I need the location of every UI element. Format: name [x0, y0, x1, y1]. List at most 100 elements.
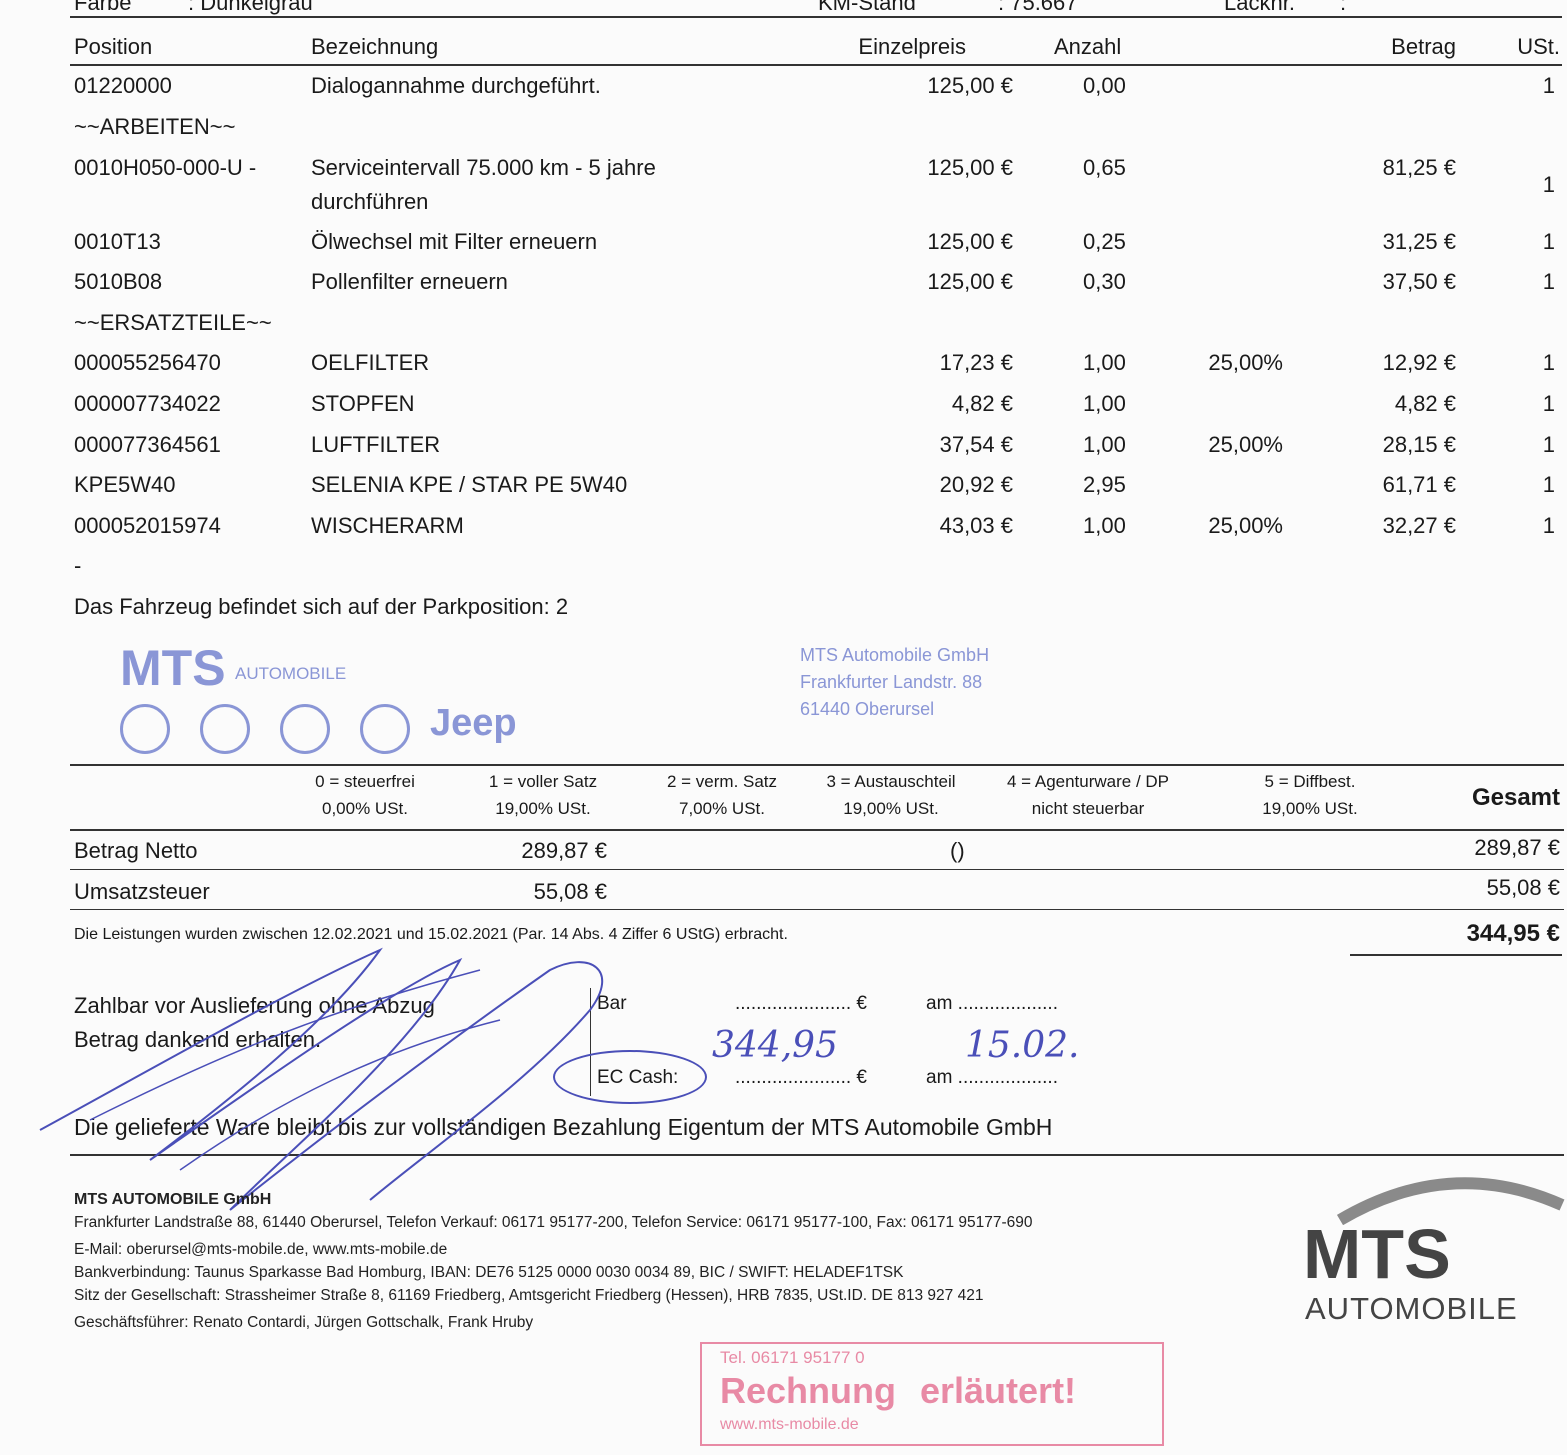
- stamp-red-1: Rechnung: [720, 1370, 896, 1411]
- row-quantity: 0,00: [1083, 73, 1126, 98]
- stamp-tel: Tel. 06171 95177 0: [720, 1348, 865, 1367]
- footer-company: MTS AUTOMOBILE GmbH: [74, 1191, 272, 1208]
- logo-arc-icon: [1336, 1177, 1565, 1225]
- cash-amount-field: ...................... €: [735, 993, 867, 1014]
- header-position: Position: [74, 34, 153, 59]
- divider: [590, 988, 591, 1096]
- header-vat: USt.: [1517, 34, 1560, 59]
- cash-date-field: am ...................: [926, 993, 1058, 1014]
- brand-emblem-icon: [360, 704, 410, 754]
- row-position: 000052015974: [74, 513, 221, 538]
- footer-bank: Bankverbindung: Taunus Sparkasse Bad Hom…: [74, 1264, 904, 1281]
- vat-total: 55,08 €: [1486, 875, 1560, 900]
- row-discount: 25,00%: [1208, 432, 1283, 457]
- handwritten-date: 15.02.: [965, 1025, 1080, 1066]
- row-unit-price: 43,03 €: [939, 513, 1013, 538]
- ec-cash-date-field: am ...................: [926, 1067, 1058, 1088]
- stamp-red-2: erläutert!: [920, 1370, 1077, 1411]
- row-unit-price: 17,23 €: [939, 350, 1013, 375]
- ec-cash-amount-field: ...................... €: [735, 1067, 867, 1088]
- row-description-continued: durchführen: [311, 189, 429, 214]
- row-description: LUFTFILTER: [311, 432, 441, 457]
- payment-received: Betrag dankend erhalten.: [74, 1027, 322, 1052]
- km-value: : 75.667: [998, 0, 1078, 15]
- row-unit-price: 37,54 €: [939, 432, 1013, 457]
- footer-contact: E-Mail: oberursel@mts-mobile.de, www.mts…: [74, 1241, 448, 1258]
- tax-code-4-rate: nicht steuerbar: [1031, 799, 1145, 818]
- logo-sub: AUTOMOBILE: [1305, 1291, 1518, 1326]
- net-value: 289,87 €: [521, 838, 607, 863]
- row-amount: 81,25 €: [1382, 155, 1456, 180]
- row-discount: 25,00%: [1208, 350, 1283, 375]
- row-amount: 28,15 €: [1382, 432, 1456, 457]
- row-position: 5010B08: [74, 269, 163, 294]
- brand-emblem-icon: [280, 704, 330, 754]
- tax-code-3-label: 3 = Austauschteil: [826, 772, 956, 791]
- row-amount: 61,71 €: [1382, 472, 1456, 497]
- row-quantity: 0,30: [1083, 269, 1126, 294]
- stamp-logo: MTS: [120, 640, 226, 696]
- stamp-logo-sub: AUTOMOBILE: [235, 664, 347, 683]
- row-quantity: 1,00: [1083, 391, 1126, 416]
- cash-label: Bar: [597, 993, 627, 1014]
- km-label: KM-Stand: [818, 0, 916, 15]
- row-amount: 31,25 €: [1382, 229, 1456, 254]
- footer-registry: Sitz der Gesellschaft: Strassheimer Stra…: [74, 1287, 984, 1304]
- row-unit-price: 125,00 €: [927, 73, 1013, 98]
- row-description: Pollenfilter erneuern: [311, 269, 508, 294]
- tax-code-0-rate: 0,00% USt.: [322, 799, 408, 818]
- header-amount: Betrag: [1391, 34, 1456, 59]
- row-position: ~~ERSATZTEILE~~: [74, 310, 272, 335]
- row-vat: 1: [1542, 172, 1555, 197]
- row-quantity: 1,00: [1083, 350, 1126, 375]
- divider: [70, 869, 1564, 870]
- tax-code-5-rate: 19,00% USt.: [1262, 799, 1358, 818]
- row-quantity: 0,65: [1083, 155, 1126, 180]
- handwritten-amount: 344,95: [712, 1025, 838, 1066]
- header-unit-price: Einzelpreis: [858, 34, 966, 59]
- divider: [70, 764, 1564, 766]
- divider: [70, 1154, 1564, 1156]
- row-unit-price: 20,92 €: [939, 472, 1013, 497]
- divider: [70, 16, 1562, 18]
- row-description: OELFILTER: [311, 350, 430, 375]
- row-description: Serviceintervall 75.000 km - 5 jahre: [311, 155, 656, 180]
- signature: [39, 947, 604, 1211]
- color-value: : Dunkelgrau: [188, 0, 313, 15]
- net-extra: (): [950, 838, 965, 863]
- divider: [70, 909, 1564, 910]
- brand-emblem-icon: [200, 704, 250, 754]
- row-vat: 1: [1542, 432, 1555, 457]
- vat-value: 55,08 €: [533, 879, 607, 904]
- row-vat: 1: [1542, 229, 1555, 254]
- row-discount: 25,00%: [1208, 513, 1283, 538]
- row-amount: 4,82 €: [1394, 391, 1456, 416]
- stamp-address-3: 61440 Oberursel: [800, 699, 935, 719]
- row-description: STOPFEN: [311, 391, 415, 416]
- stamp-brand: Jeep: [430, 702, 517, 744]
- row-quantity: 1,00: [1083, 513, 1126, 538]
- logo-name: MTS: [1303, 1215, 1451, 1293]
- row-vat: 1: [1542, 269, 1555, 294]
- row-position: 0010T13: [74, 229, 161, 254]
- row-vat: 1: [1542, 391, 1555, 416]
- row-description: SELENIA KPE / STAR PE 5W40: [311, 472, 628, 497]
- tax-code-2-label: 2 = verm. Satz: [666, 772, 778, 791]
- parking-note: Das Fahrzeug befindet sich auf der Parkp…: [74, 594, 569, 619]
- paint-value: :: [1340, 0, 1347, 15]
- paint-label: Lacknr.: [1224, 0, 1295, 15]
- row-unit-price: 125,00 €: [927, 229, 1013, 254]
- row-unit-price: 4,82 €: [951, 391, 1013, 416]
- row-amount: 32,27 €: [1382, 513, 1456, 538]
- header-description: Bezeichnung: [311, 34, 439, 59]
- ownership-note: Die gelieferte Ware bleibt bis zur volls…: [74, 1114, 1053, 1140]
- footer-directors: Geschäftsführer: Renato Contardi, Jürgen…: [74, 1314, 534, 1331]
- stamp-web: www.mts-mobile.de: [720, 1416, 859, 1433]
- tax-code-3-rate: 19,00% USt.: [843, 799, 939, 818]
- row-position: 000077364561: [74, 432, 221, 457]
- brand-emblem-icon: [120, 704, 170, 754]
- row-unit-price: 125,00 €: [927, 155, 1013, 180]
- service-period: Die Leistungen wurden zwischen 12.02.202…: [74, 926, 788, 943]
- divider: [70, 829, 1564, 831]
- row-quantity: 1,00: [1083, 432, 1126, 457]
